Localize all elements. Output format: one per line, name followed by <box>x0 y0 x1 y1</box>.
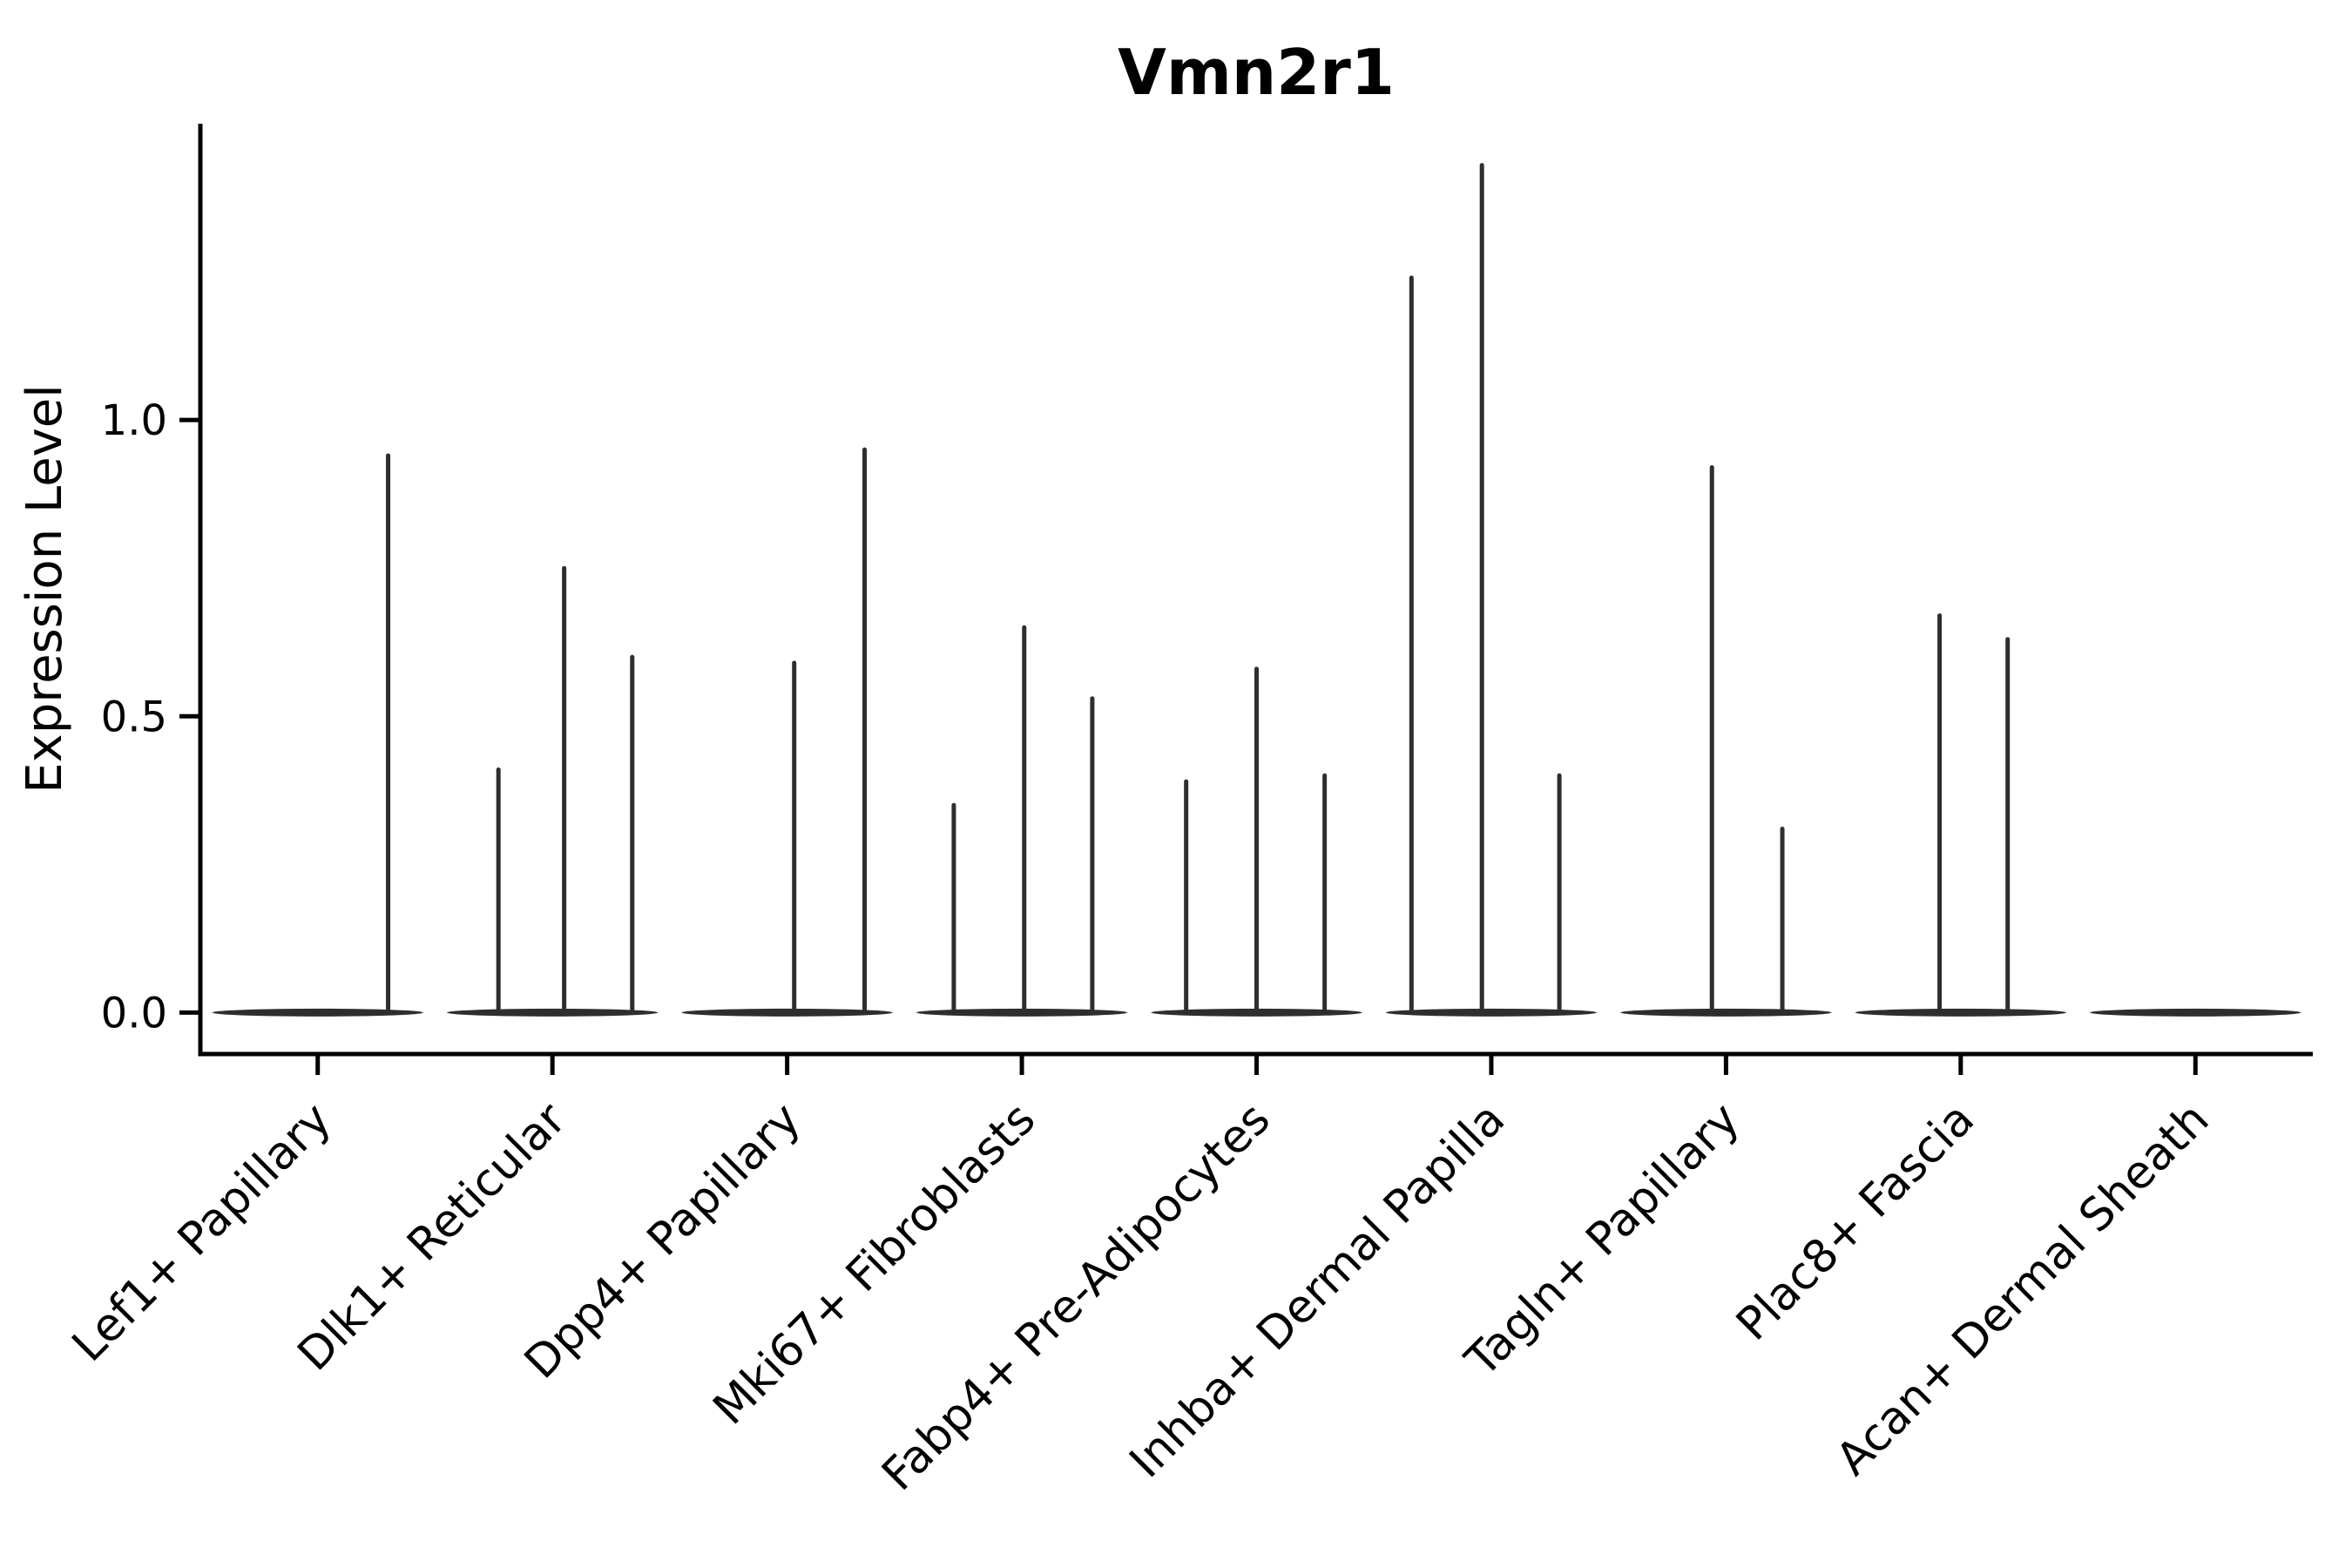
violin-baseline <box>2090 1008 2301 1017</box>
y-tick-label: 0.0 <box>101 989 167 1037</box>
violin-3 <box>681 447 893 1017</box>
violin-9 <box>2090 1008 2301 1017</box>
x-tick-label: Inhba+ Dermal Papilla <box>1120 1093 1515 1488</box>
violin-baseline <box>212 1008 423 1017</box>
chart-title: Vmn2r1 <box>1118 36 1395 109</box>
violin-baseline <box>681 1008 893 1017</box>
violin-baseline <box>1620 1008 1832 1017</box>
x-tick-label: Acan+ Dermal Sheath <box>1827 1093 2220 1486</box>
y-axis-label: Expression Level <box>17 384 73 794</box>
y-tick-label: 0.5 <box>101 693 167 741</box>
x-tick-label: Fabp4+ Pre-Adipocytes <box>872 1093 1280 1501</box>
violin-6 <box>1385 163 1597 1017</box>
violin-baseline <box>1385 1008 1597 1017</box>
x-tick-label: Plac8+ Fascia <box>1727 1093 1984 1351</box>
violin-1 <box>212 453 423 1017</box>
violin-baseline <box>1855 1008 2066 1017</box>
violin-7 <box>1620 465 1832 1017</box>
axes-layer <box>179 124 2313 1075</box>
y-tick-labels: 0.0 0.5 1.0 <box>101 396 167 1037</box>
violin-4 <box>916 625 1128 1017</box>
violin-5 <box>1151 666 1362 1017</box>
violins-layer <box>212 163 2301 1017</box>
violin-baseline <box>916 1008 1128 1017</box>
x-tick-label: Lef1+ Papillary <box>63 1093 341 1372</box>
y-tick-label: 1.0 <box>101 396 167 445</box>
violin-2 <box>447 565 659 1017</box>
violin-8 <box>1855 613 2066 1017</box>
violin-baseline <box>447 1008 659 1017</box>
